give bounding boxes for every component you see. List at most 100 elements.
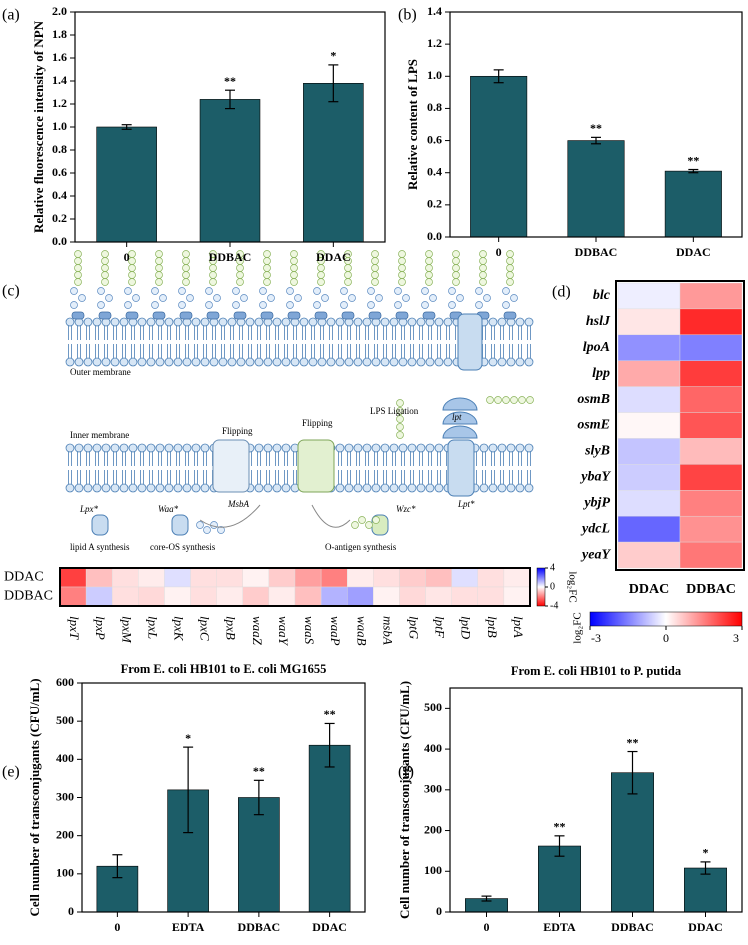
core-sugar bbox=[124, 287, 132, 295]
o-antigen-sugar bbox=[263, 271, 271, 279]
bar bbox=[199, 99, 261, 243]
x-tick-label: 0 bbox=[484, 920, 490, 934]
heat-cell bbox=[112, 567, 139, 588]
o-antigen-sugar bbox=[290, 250, 298, 258]
significance: ** bbox=[554, 820, 566, 834]
lipid-head bbox=[182, 357, 192, 367]
lipid-head bbox=[128, 443, 138, 453]
o-antigen-sugar bbox=[182, 264, 190, 272]
heat-cell bbox=[477, 586, 505, 607]
o-antigen-sugar bbox=[290, 257, 298, 265]
core-sugar bbox=[159, 294, 167, 302]
colorbar-tick-label: 3 bbox=[733, 631, 739, 645]
heat-cell bbox=[242, 586, 270, 607]
lps-core bbox=[179, 311, 193, 320]
core-sugar bbox=[448, 301, 456, 309]
heat-cell bbox=[425, 567, 452, 588]
bar bbox=[303, 83, 364, 243]
o-antigen-sugar bbox=[398, 250, 406, 258]
o-antigen-sugar bbox=[128, 264, 136, 272]
o-antigen-sugar bbox=[263, 257, 271, 265]
heat-cell bbox=[617, 438, 681, 465]
o-antigen-sugar bbox=[425, 278, 433, 286]
heat-cell bbox=[425, 586, 452, 607]
core-sugar bbox=[294, 294, 302, 302]
o-antigen-sugar bbox=[290, 278, 298, 286]
o-antigen-sugar bbox=[101, 271, 109, 279]
core-sugar bbox=[321, 294, 329, 302]
significance: ** bbox=[253, 764, 265, 778]
lipid-head bbox=[137, 317, 147, 327]
error-bar bbox=[225, 89, 235, 110]
diagram-label: Flipping bbox=[302, 418, 333, 428]
gene-label: lpxB bbox=[224, 616, 239, 640]
significance: ** bbox=[590, 121, 602, 135]
lipid-head bbox=[290, 357, 300, 367]
o-antigen-sugar bbox=[128, 278, 136, 286]
core-sugar bbox=[78, 294, 86, 302]
o-antigen-sugar bbox=[452, 271, 460, 279]
significance: * bbox=[703, 846, 709, 860]
lipid-head bbox=[317, 357, 327, 367]
gene-label: lpxM bbox=[119, 616, 134, 644]
core-sugar bbox=[286, 287, 294, 295]
o-antigen-sugar bbox=[263, 264, 271, 272]
lipid-head bbox=[308, 317, 318, 327]
o-antigen-sugar bbox=[425, 257, 433, 265]
lipid-head bbox=[263, 443, 273, 453]
heat-cell bbox=[85, 586, 113, 607]
o-antigen-sugar bbox=[452, 250, 460, 258]
core-sugar bbox=[456, 294, 464, 302]
o-antigen-sugar bbox=[155, 257, 163, 265]
lipid-head bbox=[515, 443, 525, 453]
panel-label: (e) bbox=[2, 764, 20, 781]
lipid-head bbox=[362, 317, 372, 327]
heat-cell bbox=[164, 567, 191, 588]
lipid-head bbox=[425, 443, 435, 453]
bar bbox=[611, 772, 654, 913]
lipid-head bbox=[227, 357, 237, 367]
bar bbox=[684, 867, 727, 913]
lipid-head bbox=[380, 357, 390, 367]
heat-cell bbox=[268, 567, 296, 588]
o-antigen-sugar bbox=[155, 264, 163, 272]
lipid-head bbox=[281, 483, 291, 493]
membrane-diagram: Outer membrane Inner membrane Flipping Flip… bbox=[65, 250, 534, 552]
o-antigen-sugar bbox=[425, 264, 433, 272]
o-antigen-sugar bbox=[371, 257, 379, 265]
lipid-head bbox=[407, 357, 417, 367]
lipid-head bbox=[146, 317, 156, 327]
y-tick-label: 400 bbox=[424, 741, 442, 755]
core-sugar bbox=[475, 301, 483, 309]
o-antigen-sugar bbox=[452, 278, 460, 286]
o-antigen-sugar bbox=[344, 271, 352, 279]
lipid-head bbox=[173, 317, 183, 327]
gene-label: ybaY bbox=[579, 470, 611, 485]
core-sugar bbox=[340, 287, 348, 295]
lipid-head bbox=[398, 357, 408, 367]
o-antigen-sugar bbox=[317, 271, 325, 279]
lipid-head bbox=[497, 443, 507, 453]
o-antigen-sugar bbox=[479, 250, 487, 258]
lipid-head bbox=[434, 317, 444, 327]
core-sugar bbox=[367, 301, 375, 309]
o-antigen-sugar bbox=[398, 278, 406, 286]
lipid-head bbox=[200, 357, 210, 367]
diagram-label: Inner membrane bbox=[70, 430, 129, 440]
heat-cell bbox=[112, 586, 139, 607]
diagram-label: Lpt* bbox=[457, 499, 475, 509]
lps-core bbox=[71, 311, 85, 320]
o-antigen-sugar bbox=[209, 250, 217, 258]
heat-cell bbox=[679, 360, 743, 387]
y-tick-label: 0.2 bbox=[52, 211, 67, 225]
o-antigen-sugar bbox=[182, 250, 190, 258]
gene-label: waaS bbox=[302, 616, 317, 645]
bar bbox=[96, 126, 157, 243]
lipid-head bbox=[218, 317, 228, 327]
colorbar-label: log₂FC bbox=[566, 571, 578, 602]
o-antigen-sugar bbox=[101, 278, 109, 286]
lipid-head bbox=[191, 317, 201, 327]
gene-label: ybjP bbox=[582, 495, 610, 510]
lipid-head bbox=[371, 357, 381, 367]
lipid-head bbox=[488, 357, 498, 367]
